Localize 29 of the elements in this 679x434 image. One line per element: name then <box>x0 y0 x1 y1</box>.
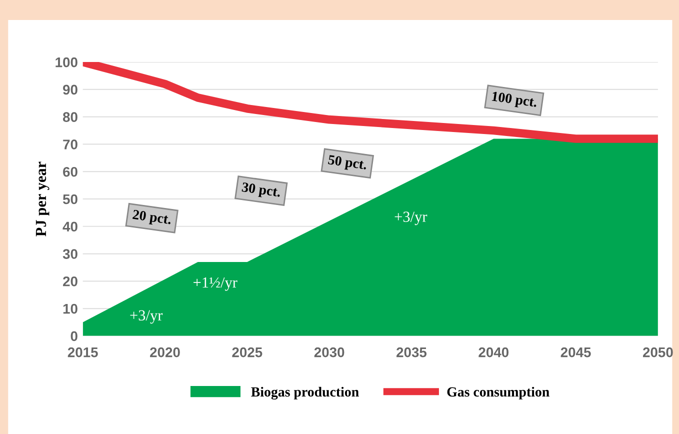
y-tick-label: 0 <box>70 331 78 342</box>
x-tick-label: 2035 <box>396 347 427 358</box>
x-tick-label: 2025 <box>232 347 262 358</box>
y-tick-label: 60 <box>63 166 78 177</box>
annotation: 50 pct. <box>328 154 368 172</box>
legend-label: Gas consumption <box>447 386 550 400</box>
y-tick-label: 20 <box>63 276 78 286</box>
annotation: +3/yr <box>394 212 428 226</box>
y-tick-label: 70 <box>63 140 78 150</box>
annotation: 20 pct. <box>132 210 172 228</box>
x-tick-label: 2040 <box>478 347 509 358</box>
x-tick-label: 2030 <box>314 347 344 358</box>
y-tick-label: 10 <box>63 304 78 314</box>
annotation: +1½/yr <box>194 277 238 291</box>
y-tick-label: 50 <box>62 194 78 204</box>
annotation: +3/yr <box>130 310 163 324</box>
y-tick-label: 100 <box>56 57 78 68</box>
legend-label: Biogas production <box>251 386 359 400</box>
y-axis-title: PJ per year <box>36 162 50 236</box>
x-tick-label: 2020 <box>150 347 180 358</box>
y-tick-label: 80 <box>62 112 78 122</box>
x-tick-label: 2015 <box>68 347 98 358</box>
annotation: 100 pct. <box>491 91 538 110</box>
x-tick-label: 2045 <box>560 347 591 358</box>
annotation: 30 pct. <box>241 182 281 200</box>
y-tick-label: 90 <box>63 84 78 95</box>
y-tick-label: 30 <box>62 249 78 259</box>
y-tick-label: 40 <box>62 222 78 232</box>
x-tick-label: 2050 <box>642 347 673 358</box>
